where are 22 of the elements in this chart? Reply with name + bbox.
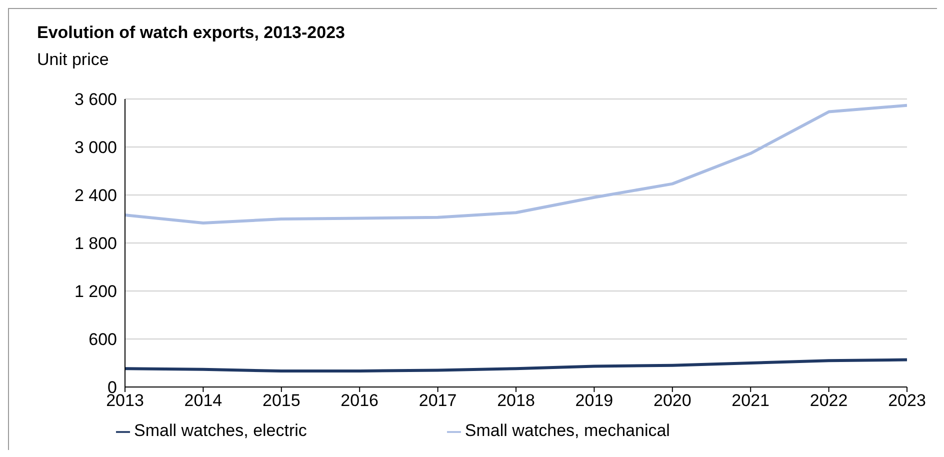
y-tick-label: 1 200 xyxy=(74,282,117,302)
x-tick-label: 2017 xyxy=(418,391,457,410)
x-tick-label: 2018 xyxy=(497,391,535,410)
x-tick-label: 2021 xyxy=(732,391,770,410)
chart-subtitle: Unit price xyxy=(37,50,109,70)
chart-title: Evolution of watch exports, 2013-2023 xyxy=(37,23,345,43)
x-tick-label: 2016 xyxy=(340,391,379,410)
x-tick-label: 2020 xyxy=(653,391,692,410)
x-tick-label: 2019 xyxy=(575,391,614,410)
line-series xyxy=(125,104,907,224)
x-tick-label: 2022 xyxy=(810,391,848,410)
x-tick-label: 2015 xyxy=(262,391,300,410)
y-tick-label: 3 600 xyxy=(74,90,117,110)
x-tick-label: 2014 xyxy=(184,391,222,410)
x-tick-label: 2023 xyxy=(888,391,926,410)
y-tick-label: 600 xyxy=(88,330,117,350)
legend-label: Small watches, mechanical xyxy=(464,421,670,440)
legend-label: Small watches, electric xyxy=(134,421,307,440)
y-tick-label: 2 400 xyxy=(74,186,117,206)
y-tick-label: 1 800 xyxy=(74,234,117,254)
y-tick-label: 3 000 xyxy=(74,138,117,158)
line-series xyxy=(125,358,907,372)
